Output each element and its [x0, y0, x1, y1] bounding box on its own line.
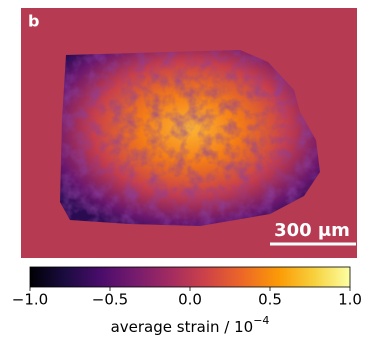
colorbar-tick-label: 0.0	[178, 291, 202, 309]
colorbar-tick-label: −1.0	[12, 291, 48, 309]
colorbar-label: average strain / 10−4	[111, 314, 270, 336]
strain-field	[60, 50, 320, 226]
colorbar-tick-label: 0.5	[258, 291, 282, 309]
colorbar	[29, 266, 351, 288]
colorbar-tick-label: −0.5	[92, 291, 128, 309]
colorbar-label-exponent: −4	[253, 314, 269, 327]
colorbar-tick-label: 1.0	[338, 291, 362, 309]
scale-bar-label: 300 μm	[274, 220, 350, 241]
panel-label: b	[28, 12, 39, 31]
colorbar-label-text: average strain / 10	[111, 318, 254, 336]
